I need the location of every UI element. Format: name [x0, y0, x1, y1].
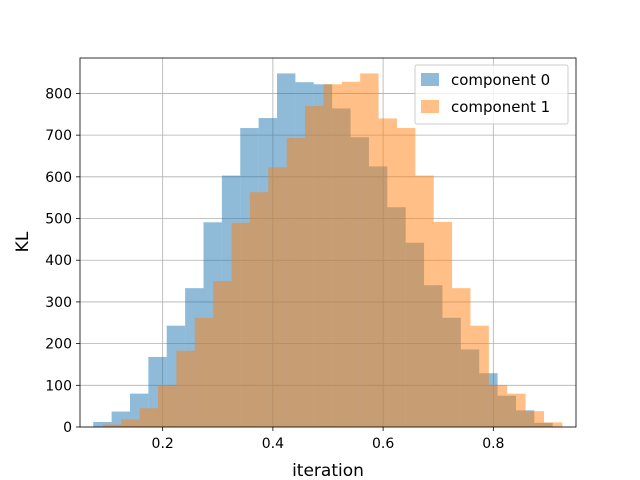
y-tick-label-3: 300: [45, 295, 72, 311]
axis-ticks: 0.2 0.4 0.6 0.8 0 100 200 300 400 500 600 700 800: [45, 86, 504, 452]
bar-series-1-bin-10: [286, 138, 306, 427]
y-tick-label-5: 500: [45, 212, 72, 228]
y-tick-label-8: 800: [45, 86, 72, 102]
bar-series-1-bin-14: [360, 73, 379, 427]
y-tick-label-1: 100: [45, 378, 72, 394]
bar-series-1-bin-24: [543, 422, 563, 427]
plot-frame: [79, 57, 577, 428]
bar-series-1-bin-12: [323, 84, 342, 428]
bar-series-1-bin-1: [121, 419, 140, 427]
bar-series-1-bin-11: [305, 105, 324, 427]
x-tick-label-2: 0.6: [372, 436, 394, 452]
y-tick-label-2: 200: [45, 337, 72, 353]
x-axis-title: iteration: [292, 461, 364, 480]
bar-series-1-bin-2: [139, 408, 159, 427]
legend-swatch-component-1: [421, 100, 439, 113]
legend-swatch-component-0: [421, 73, 439, 86]
legend-label-component-0: component 0: [451, 71, 550, 89]
y-tick-label-4: 400: [45, 253, 72, 269]
bar-series-0-bin-0: [93, 421, 112, 427]
bar-series-1-bin-18: [433, 221, 453, 427]
y-tick-label-7: 700: [45, 128, 72, 144]
bar-series-1-bin-22: [507, 393, 526, 427]
y-axis-title: KL: [13, 231, 33, 252]
bar-series-1-bin-7: [231, 222, 250, 427]
bar-series-1-bin-3: [158, 385, 177, 427]
legend-label-component-1: component 1: [451, 98, 550, 116]
bar-series-1-bin-4: [176, 350, 195, 427]
bar-series-1-bin-8: [249, 192, 269, 427]
bars: [93, 73, 563, 428]
legend: component 0 component 1: [414, 64, 569, 125]
bar-series-1-bin-0: [102, 424, 122, 427]
x-tick-label-3: 0.8: [482, 436, 504, 452]
bar-series-1-bin-15: [378, 118, 397, 427]
bar-series-1-bin-23: [525, 411, 544, 427]
y-tick-label-0: 0: [63, 420, 72, 436]
bar-series-1-bin-20: [470, 325, 489, 427]
bar-series-1-bin-21: [488, 384, 508, 427]
bar-series-1-bin-5: [194, 317, 214, 427]
bar-series-1-bin-9: [268, 167, 287, 428]
bar-series-1-bin-17: [415, 175, 434, 427]
x-tick-label-0: 0.2: [152, 436, 174, 452]
bar-series-1-bin-6: [213, 281, 232, 427]
y-tick-label-6: 600: [45, 170, 72, 186]
bar-series-1-bin-19: [452, 288, 471, 427]
legend-frame: [414, 64, 569, 125]
bar-series-1-bin-13: [341, 81, 361, 427]
bar-series-1-bin-16: [396, 128, 416, 427]
x-tick-label-1: 0.4: [262, 436, 284, 452]
